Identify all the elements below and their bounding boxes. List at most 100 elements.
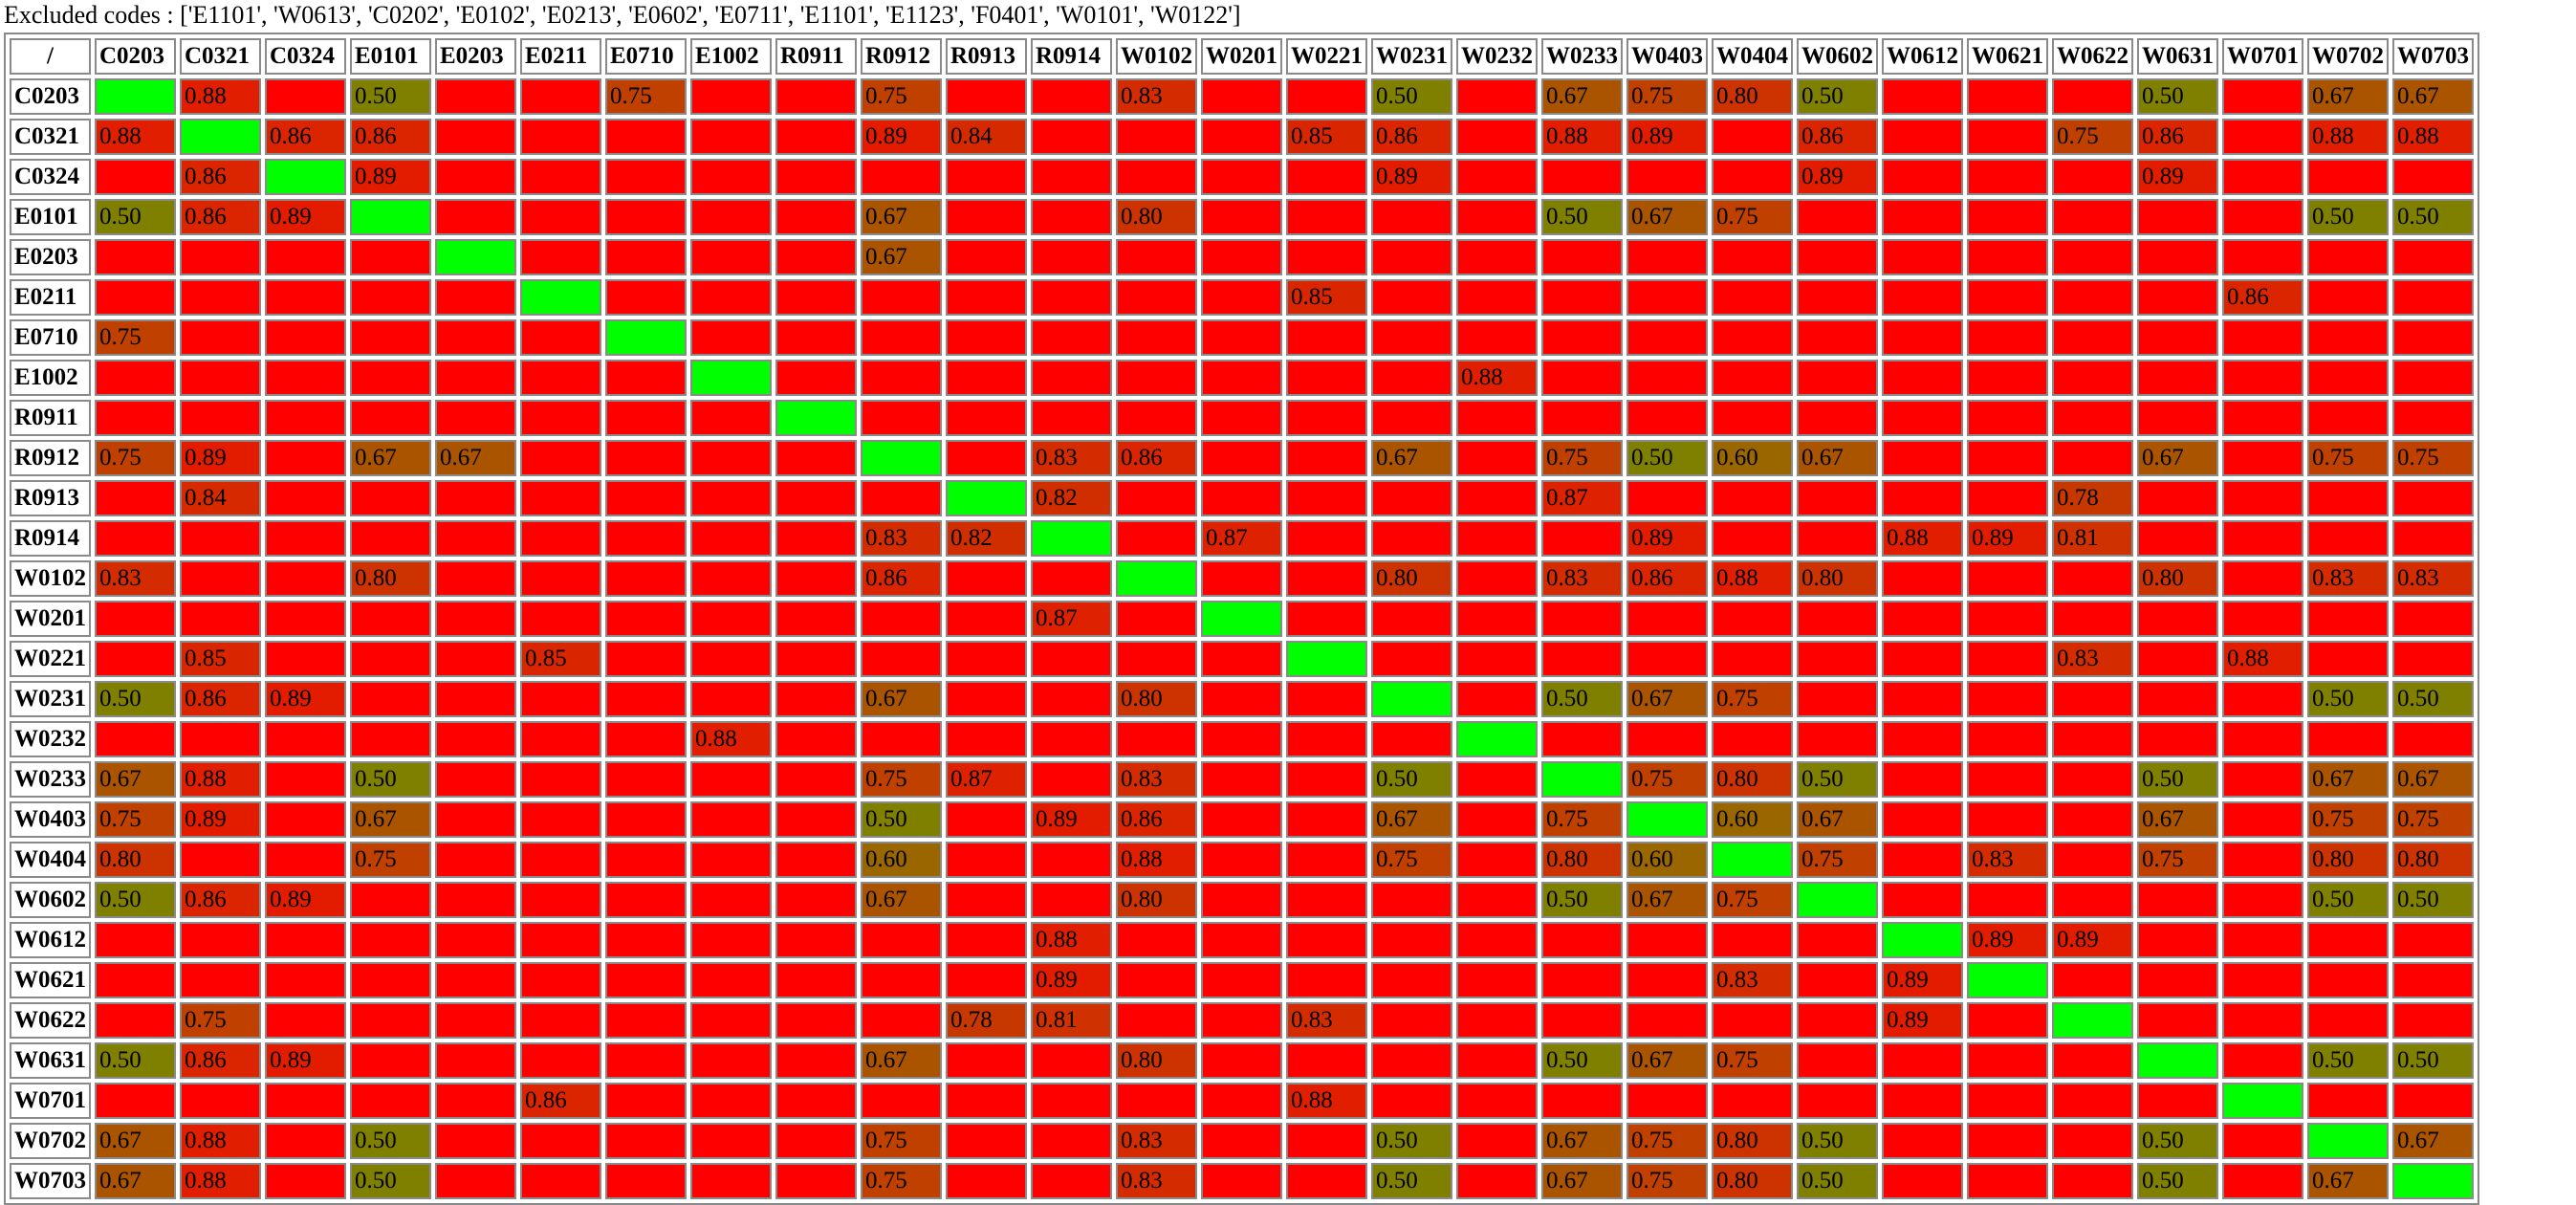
heat-cell: 0.75	[1626, 761, 1708, 798]
heat-cell	[775, 360, 857, 396]
heat-cell	[946, 1163, 1027, 1199]
heat-cell	[2392, 721, 2474, 757]
heat-cell	[1286, 962, 1367, 998]
row-header: E0710	[10, 319, 91, 356]
heat-cell	[180, 360, 261, 396]
heat-cell	[1797, 480, 1878, 516]
heat-cell: 0.75	[1541, 440, 1623, 476]
row-header: W0221	[10, 641, 91, 677]
heat-cell	[2222, 1163, 2303, 1199]
heat-cell: 0.67	[1626, 681, 1708, 717]
column-header: W0701	[2222, 38, 2303, 75]
heat-cell	[180, 319, 261, 356]
heat-cell: 0.89	[1371, 159, 1452, 195]
row-header: W0232	[10, 721, 91, 757]
row-header: E0101	[10, 199, 91, 235]
heat-cell	[2307, 319, 2389, 356]
heat-cell	[690, 681, 772, 717]
heat-cell	[2052, 400, 2133, 436]
heat-cell	[2307, 1083, 2389, 1119]
heat-cell	[605, 400, 687, 436]
heat-cell: 0.89	[350, 159, 431, 195]
heat-cell: 0.83	[1116, 761, 1197, 798]
heat-cell	[1882, 1163, 1963, 1199]
heat-cell	[95, 962, 176, 998]
heat-cell	[605, 520, 687, 557]
heat-cell	[2052, 601, 2133, 637]
heat-cell	[520, 78, 601, 115]
heat-cell: 0.89	[1626, 520, 1708, 557]
heat-cell	[861, 962, 942, 998]
heat-cell	[1626, 360, 1708, 396]
heat-cell	[1201, 560, 1282, 597]
column-header: W0404	[1712, 38, 1793, 75]
heat-cell	[520, 520, 601, 557]
heat-cell	[690, 279, 772, 316]
heat-cell	[1456, 400, 1538, 436]
column-header: R0913	[946, 38, 1027, 75]
heat-cell	[1371, 1002, 1452, 1039]
heat-cell	[1712, 319, 1793, 356]
heat-cell: 0.86	[180, 159, 261, 195]
heat-cell	[1626, 1083, 1708, 1119]
heat-cell	[1882, 1042, 1963, 1079]
heat-cell	[775, 1123, 857, 1159]
heat-cell	[1626, 239, 1708, 275]
heat-cell	[180, 962, 261, 998]
heat-cell	[775, 882, 857, 918]
heat-cell: 0.67	[95, 1123, 176, 1159]
heat-cell	[690, 480, 772, 516]
heat-cell: 0.50	[1371, 761, 1452, 798]
heat-cell	[1712, 480, 1793, 516]
heat-cell	[95, 520, 176, 557]
heat-cell: 0.89	[1626, 119, 1708, 155]
heat-cell	[1882, 761, 1963, 798]
heat-cell: 0.67	[861, 681, 942, 717]
matrix-row: W0403 0.75 0.89 0.67 0.50 0.89 0.86 0.67 0.75 0.6…	[10, 801, 2474, 838]
heat-cell	[1201, 239, 1282, 275]
heat-cell	[1626, 641, 1708, 677]
heat-cell	[350, 1002, 431, 1039]
column-header: C0321	[180, 38, 261, 75]
heat-cell: 0.67	[1541, 1123, 1623, 1159]
heat-cell	[1456, 1163, 1538, 1199]
heat-cell: 0.88	[1456, 360, 1538, 396]
heat-cell: 0.87	[1201, 520, 1282, 557]
heat-cell	[1626, 721, 1708, 757]
heat-cell: 0.83	[1116, 1123, 1197, 1159]
heat-cell	[1712, 119, 1793, 155]
heat-cell	[435, 922, 516, 958]
heat-cell	[350, 882, 431, 918]
heat-cell: 0.89	[1031, 962, 1112, 998]
heat-cell	[520, 801, 601, 838]
row-header: W0403	[10, 801, 91, 838]
heat-cell	[1116, 962, 1197, 998]
heat-cell: 0.50	[1797, 1163, 1878, 1199]
heat-cell	[2052, 199, 2133, 235]
heat-cell: 0.80	[1116, 882, 1197, 918]
heat-cell	[265, 480, 346, 516]
heat-cell: 0.89	[2137, 159, 2218, 195]
heat-cell	[605, 360, 687, 396]
column-header: W0631	[2137, 38, 2218, 75]
heat-cell: 0.83	[2307, 560, 2389, 597]
heat-cell	[180, 601, 261, 637]
heat-cell: 0.89	[180, 440, 261, 476]
heat-cell	[1201, 159, 1282, 195]
heat-cell	[605, 801, 687, 838]
heat-cell: 0.67	[95, 1163, 176, 1199]
heat-cell	[775, 480, 857, 516]
heat-cell	[690, 520, 772, 557]
heat-cell	[2222, 842, 2303, 878]
heat-cell	[350, 601, 431, 637]
heat-cell: 0.86	[350, 119, 431, 155]
matrix-row: W0701 0.86 0.88	[10, 1083, 2474, 1119]
row-header: W0404	[10, 842, 91, 878]
heat-cell	[605, 159, 687, 195]
heat-cell	[2052, 239, 2133, 275]
heat-cell	[1201, 761, 1282, 798]
heat-cell: 0.50	[2307, 681, 2389, 717]
heat-cell	[435, 1083, 516, 1119]
heat-cell: 0.89	[1031, 801, 1112, 838]
heat-cell	[1797, 601, 1878, 637]
